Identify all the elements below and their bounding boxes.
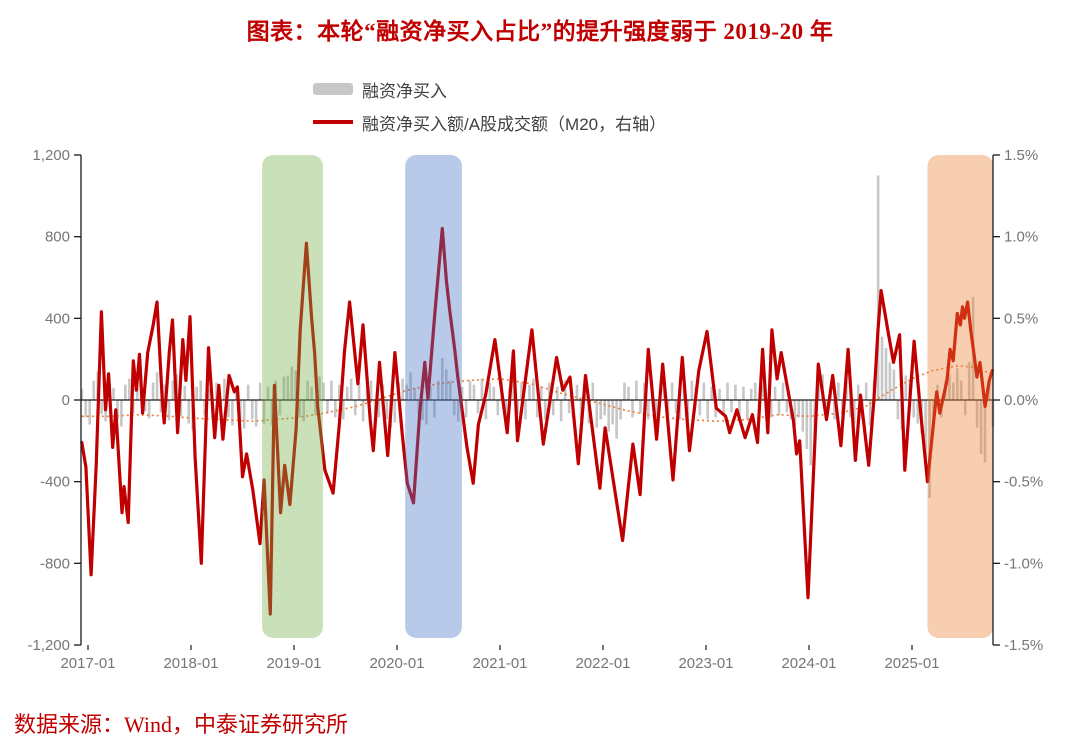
legend-item-line: 融资净买入额/A股成交额（M20，右轴） — [313, 109, 666, 135]
axis-tick-label: 2024-01 — [781, 655, 836, 672]
axis-tick-label: 2019-01 — [266, 655, 321, 672]
highlight-band-2 — [927, 155, 994, 638]
axis-tick-label: 2023-01 — [678, 655, 733, 672]
legend-item-bars: 融资净买入 — [313, 76, 666, 102]
axis-tick-label: -0.5% — [1004, 474, 1043, 491]
legend-item-label: 融资净买入 — [362, 81, 447, 101]
chart-legend: 融资净买入 融资净买入额/A股成交额（M20，右轴） — [313, 76, 666, 135]
dotted-reference-line — [81, 364, 993, 423]
axis-tick-label: 2020-01 — [369, 655, 424, 672]
axis-tick-label: 1.0% — [1004, 229, 1038, 246]
axis-tick-label: 800 — [45, 229, 70, 246]
axis-tick-label: 2021-01 — [472, 655, 527, 672]
axis-tick-label: 0.5% — [1004, 310, 1038, 327]
axis-tick-label: -1,200 — [27, 637, 70, 654]
axis-tick-label: 2025-01 — [884, 655, 939, 672]
bar-series-swatch — [313, 83, 353, 95]
highlight-bands — [262, 155, 994, 638]
axis-tick-label: 2018-01 — [163, 655, 218, 672]
axis-tick-label: 400 — [45, 310, 70, 327]
axis-tick-label: 0.0% — [1004, 392, 1038, 409]
axis-tick-label: 1.5% — [1004, 147, 1038, 164]
axis-tick-label: -1.5% — [1004, 637, 1043, 654]
data-source-note: 数据来源：Wind，中泰证券研究所 — [14, 712, 348, 737]
highlight-band-0 — [262, 155, 323, 638]
axis-tick-label: 0 — [62, 392, 70, 409]
axis-tick-label: 2017-01 — [60, 655, 115, 672]
axis-tick-label: 1,200 — [32, 147, 70, 164]
axis-tick-label: -800 — [40, 555, 70, 572]
line-series-swatch — [313, 120, 353, 124]
axis-tick-label: 2022-01 — [575, 655, 630, 672]
axis-tick-label: -400 — [40, 474, 70, 491]
legend-item-label: 融资净买入额/A股成交额（M20，右轴） — [362, 114, 667, 134]
chart-title: 图表：本轮“融资净买入占比”的提升强度弱于 2019-20 年 — [246, 19, 834, 44]
axis-tick-label: -1.0% — [1004, 555, 1043, 572]
axes: 1,200 800 400 0 -400 -800 -1,200 1.5% 1.0% 0.5% 0.… — [27, 147, 1043, 672]
highlight-band-1 — [405, 155, 462, 638]
ratio-line-series — [80, 226, 994, 616]
